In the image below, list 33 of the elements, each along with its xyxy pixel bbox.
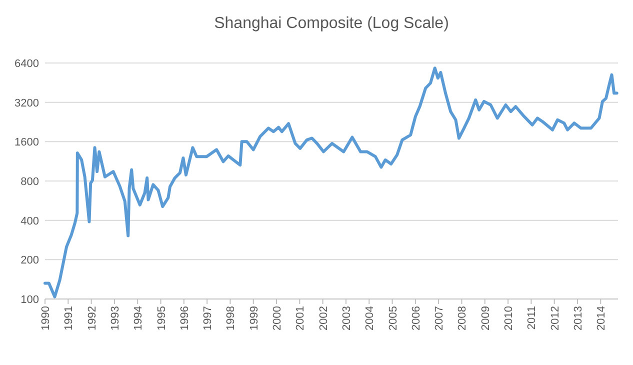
chart-title: Shanghai Composite (Log Scale) bbox=[214, 15, 449, 32]
x-tick-label: 1995 bbox=[156, 306, 168, 330]
x-tick-label: 1990 bbox=[40, 306, 52, 330]
x-tick-label: 1996 bbox=[178, 306, 191, 330]
x-tick-label: 2003 bbox=[340, 306, 353, 330]
x-tick-label: 2006 bbox=[410, 306, 422, 330]
x-tick-label: 2008 bbox=[456, 306, 469, 330]
y-tick-label: 400 bbox=[20, 215, 39, 228]
x-tick-label: 2007 bbox=[434, 306, 446, 330]
x-tick-label: 1993 bbox=[109, 306, 122, 330]
y-tick-label: 1600 bbox=[14, 136, 39, 149]
x-tick-label: 2010 bbox=[503, 306, 516, 330]
x-tick-label: 1994 bbox=[132, 306, 145, 330]
x-tick-label: 2011 bbox=[526, 306, 538, 330]
x-tick-label: 2012 bbox=[549, 306, 562, 330]
x-tick-label: 1992 bbox=[86, 306, 98, 330]
x-tick-label: 2014 bbox=[596, 306, 608, 330]
x-tick-label: 2001 bbox=[294, 306, 307, 330]
x-tick-label: 2005 bbox=[387, 306, 400, 330]
y-tick-label: 800 bbox=[20, 176, 39, 188]
x-tick-label: 1997 bbox=[202, 306, 214, 330]
y-tick-label: 3200 bbox=[14, 97, 39, 110]
x-tick-label: 1998 bbox=[225, 306, 238, 330]
y-tick-label: 6400 bbox=[14, 58, 39, 70]
x-tick-label: 1999 bbox=[248, 306, 260, 330]
x-tick-label: 2009 bbox=[480, 306, 492, 330]
x-tick-label: 2002 bbox=[318, 306, 330, 330]
y-tick-label: 100 bbox=[20, 294, 39, 306]
x-tick-label: 2004 bbox=[364, 306, 376, 330]
x-tick-label: 2013 bbox=[572, 306, 584, 330]
y-tick-label: 200 bbox=[20, 254, 39, 267]
x-tick-label: 2000 bbox=[272, 306, 284, 330]
x-tick-label: 1991 bbox=[63, 306, 76, 330]
